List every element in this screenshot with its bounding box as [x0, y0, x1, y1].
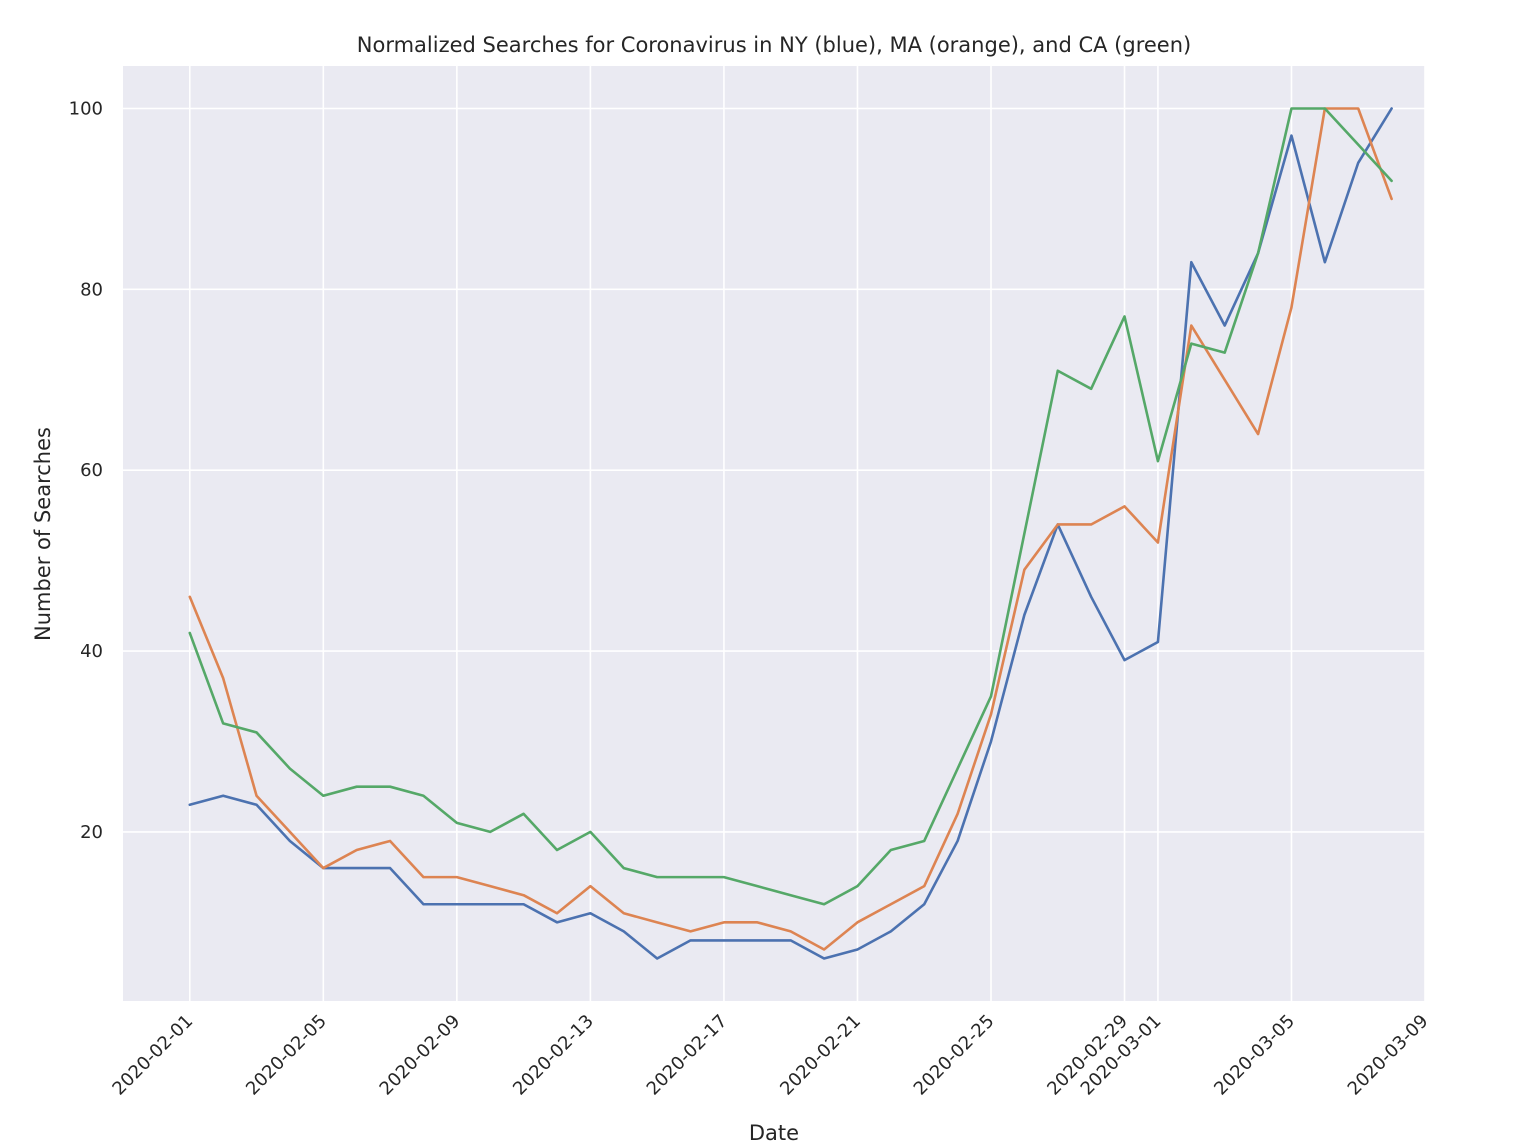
x-tick-label: 2020-02-09 [376, 1011, 465, 1100]
plot-background [123, 66, 1425, 1001]
series-line-3 [188, 107, 1393, 906]
x-tick-label: 2020-02-05 [242, 1011, 331, 1100]
x-tick-label: 2020-02-01 [108, 1011, 197, 1100]
y-tick-label: 100 [69, 99, 103, 120]
x-tick-label: 2020-02-17 [643, 1011, 732, 1100]
y-tick-label: 60 [80, 460, 103, 481]
y-tick-labels: 20 40 60 80 100 [69, 99, 103, 843]
y-tick-label: 80 [80, 279, 103, 300]
x-tick-label: 2020-02-25 [910, 1011, 999, 1100]
x-gridlines [188, 66, 1426, 1001]
y-gridlines [123, 107, 1425, 833]
x-tick-label: 2020-03-09 [1344, 1011, 1433, 1100]
series-line-1 [188, 107, 1393, 960]
y-axis-label: Number of Searches [31, 427, 55, 641]
y-tick-label: 40 [80, 641, 103, 662]
x-tick-label: 2020-03-05 [1210, 1011, 1299, 1100]
x-tick-label: 2020-02-13 [509, 1011, 598, 1100]
x-tick-label: 2020-02-21 [776, 1011, 865, 1100]
x-axis-label: Date [749, 1121, 799, 1145]
chart-title: Normalized Searches for Coronavirus in N… [357, 33, 1191, 57]
series-lines [188, 107, 1393, 960]
series-line-2 [188, 107, 1393, 951]
y-tick-label: 20 [80, 822, 103, 843]
x-tick-labels: 2020-02-01 2020-02-05 2020-02-09 2020-02-13… [108, 1011, 1432, 1100]
